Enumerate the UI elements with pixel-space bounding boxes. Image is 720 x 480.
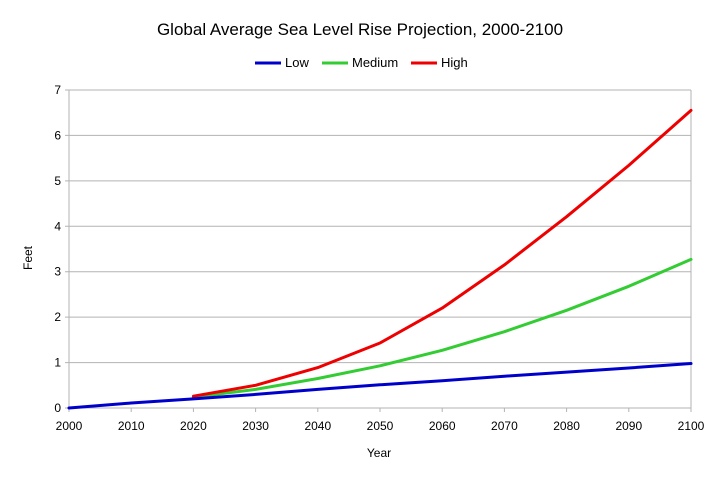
x-tick-label: 2060: [429, 419, 456, 433]
x-tick-label: 2000: [56, 419, 83, 433]
x-tick-label: 2090: [615, 419, 642, 433]
y-tick-label: 2: [54, 310, 61, 324]
series-line-high: [191, 108, 693, 398]
legend: Low Medium High: [255, 55, 468, 70]
y-tick-label: 0: [54, 401, 61, 415]
x-tick-label: 2100: [678, 419, 705, 433]
y-tick-label: 1: [54, 356, 61, 370]
y-tick-label: 4: [54, 219, 61, 233]
x-tick-label: 2080: [553, 419, 580, 433]
y-tick-label: 5: [54, 174, 61, 188]
plot-frame: [68, 90, 692, 408]
series-line-medium: [191, 257, 693, 399]
x-tick-label: 2050: [367, 419, 394, 433]
gridlines: [65, 89, 691, 409]
y-tick-label: 6: [54, 128, 61, 142]
x-axis: 2000 2010 2020 2030 2040 2050 2060 2070 2080 2090…: [56, 408, 705, 433]
legend-label-low: Low: [285, 55, 309, 70]
chart-title: Global Average Sea Level Rise Projection…: [157, 20, 563, 39]
y-tick-label: 3: [54, 265, 61, 279]
x-tick-label: 2010: [118, 419, 145, 433]
x-tick-label: 2030: [242, 419, 269, 433]
x-tick-label: 2070: [491, 419, 518, 433]
legend-label-high: High: [441, 55, 468, 70]
legend-label-medium: Medium: [352, 55, 398, 70]
x-tick-label: 2040: [304, 419, 331, 433]
series-lines: [67, 108, 693, 410]
y-axis: 0 1 2 3 4 5 6 7: [54, 83, 61, 415]
series-line-low: [67, 362, 693, 410]
x-axis-title: Year: [367, 446, 391, 460]
x-tick-label: 2020: [180, 419, 207, 433]
y-tick-label: 7: [54, 83, 61, 97]
y-axis-title: Feet: [21, 245, 35, 270]
